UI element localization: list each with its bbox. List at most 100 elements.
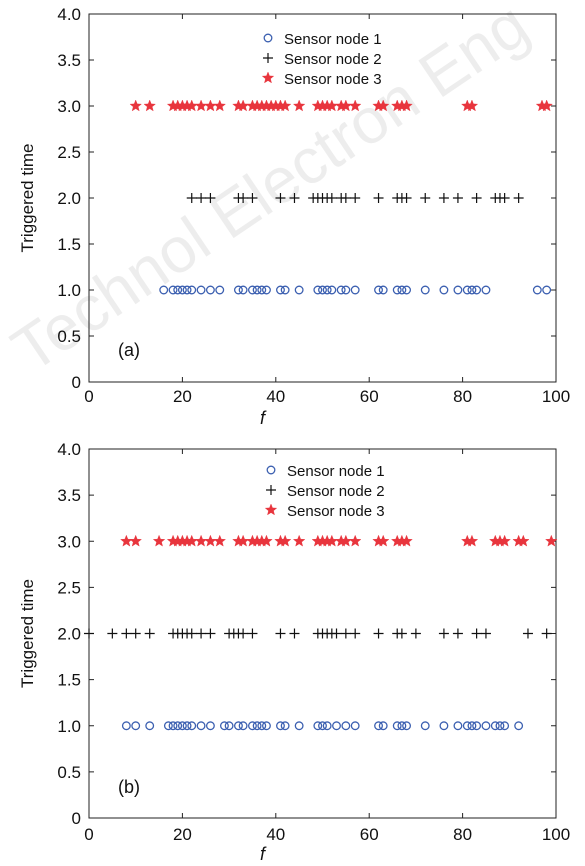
panel-b-legend-marker <box>266 485 276 495</box>
panel-b-plus-point <box>107 628 118 639</box>
panel-b-circle-point <box>378 721 388 731</box>
panel-a-circle-point <box>173 285 183 295</box>
panel-b-circle-point <box>131 721 141 731</box>
panel-b-circle-point <box>453 721 463 731</box>
panel-a-circle-point <box>159 285 169 295</box>
panel-b-plus-point <box>144 628 155 639</box>
panel-b-circle-point <box>500 721 510 731</box>
panel-b-y-tick-label: 2.5 <box>57 578 81 597</box>
panel-b-plus-point <box>480 628 491 639</box>
panel-a-star-point <box>400 99 413 112</box>
panel-a-circle-point <box>397 285 407 295</box>
panel-a-circle-point <box>402 285 412 295</box>
panel-b-x-tick-label: 100 <box>542 825 570 844</box>
panel-b-circle-point <box>294 721 304 731</box>
panel-b-circle-point <box>322 721 332 731</box>
panel-a-circle-point <box>196 285 206 295</box>
panel-a-label: (a) <box>118 340 140 360</box>
panel-b-circle-point <box>247 721 257 731</box>
panel-a-circle-point <box>182 285 192 295</box>
panel-b-star-point <box>129 534 142 547</box>
panel-a-circle-point <box>205 285 215 295</box>
panel-b-circle-point <box>219 721 229 731</box>
panel-a-y-tick-label: 0.5 <box>57 327 81 346</box>
panel-b-y-tick-label: 3.5 <box>57 486 81 505</box>
panel-a-circle-point <box>238 285 248 295</box>
panel-b-circle-point <box>392 721 402 731</box>
panel-b-plus-point <box>410 628 421 639</box>
panel-b-plus-point <box>238 628 249 639</box>
panel-a-circle-point <box>313 285 323 295</box>
panel-a-plus-point <box>275 193 286 203</box>
panel-b-plus-point <box>331 628 342 639</box>
panel-a-circle-point <box>318 285 327 295</box>
panel-a-plus-point <box>420 193 431 203</box>
panel-b-circle-point <box>145 721 155 731</box>
panel-a-plus-point <box>247 193 258 203</box>
panel-a-star-point <box>278 99 292 112</box>
panel-b-plus-point <box>340 628 351 639</box>
panel-b-circle-point <box>341 721 351 731</box>
panel-b-plus-point <box>196 628 207 639</box>
panel-b-legend-marker <box>264 503 278 516</box>
panel-a-circle-point <box>453 285 463 295</box>
panel-b-circle-point <box>276 721 285 731</box>
panel-b-star-point <box>194 534 208 547</box>
panel-a-x-tick-label: 40 <box>266 387 285 406</box>
panel-a-circle-point <box>467 285 477 295</box>
panel-a-circle-point <box>374 285 383 295</box>
panel-b-plus-point <box>121 628 132 639</box>
panel-b-circle-point <box>313 721 323 731</box>
panel-b-plus-point <box>130 628 141 639</box>
panel-b-plus-point <box>541 628 552 639</box>
panel-b-star-point <box>545 534 558 547</box>
panel-a-circle-point <box>392 285 402 295</box>
panel-b-legend-label: Sensor node 3 <box>287 503 385 520</box>
panel-a-plus-point <box>438 193 449 203</box>
panel-b-circle-point <box>182 721 192 731</box>
panel-a-circle-point <box>215 285 225 295</box>
panel-b-plus-point <box>289 628 300 639</box>
panel-a-plus-point <box>205 193 216 203</box>
panel-a-plus-point <box>350 193 361 203</box>
panel-a-circle-point <box>472 285 482 295</box>
panel-b-plus-point <box>522 628 533 639</box>
panel-b-legend-label: Sensor node 2 <box>287 483 385 500</box>
panel-b-x-tick-label: 40 <box>266 825 285 844</box>
panel-a-star-point <box>292 99 306 112</box>
panel-a-y-tick-label: 3.0 <box>57 97 81 116</box>
panel-b-star-point <box>260 534 273 547</box>
panel-a-circle-point <box>262 285 271 295</box>
panel-b-y-tick-label: 1.5 <box>57 671 81 690</box>
panel-a-circle-point <box>350 285 360 295</box>
panel-b-x-tick-label: 80 <box>453 825 472 844</box>
panel-a-circle-point <box>532 285 542 295</box>
panel-a-plus-point <box>452 193 463 203</box>
panel-a-y-tick-label: 3.5 <box>57 51 81 70</box>
panel-a-star-point <box>348 99 362 112</box>
panel-a-star-point <box>540 99 553 112</box>
panel-b-circle-point <box>205 721 215 731</box>
panel-b-star-point <box>120 534 133 547</box>
panel-b-star-point <box>465 534 479 547</box>
panel-b-circle-point <box>481 721 491 731</box>
panel-a-legend-marker <box>263 53 273 63</box>
panel-b-plus-point <box>275 628 286 639</box>
panel-a-x-tick-label: 20 <box>173 387 192 406</box>
panel-b-plus-point <box>373 628 384 639</box>
panel-a-circle-point <box>168 285 178 295</box>
panel-b-circle-point <box>397 721 407 731</box>
panel-b-label: (b) <box>118 777 140 797</box>
panel-a-circle-point <box>462 285 472 295</box>
panel-a-x-tick-label: 100 <box>542 387 570 406</box>
panel-b-plus-point <box>186 628 197 639</box>
panel-b-circle-point <box>238 721 248 731</box>
panel-a-x-axis-label: f <box>260 408 267 428</box>
panel-a-circle-point <box>336 285 346 295</box>
panel-a-circle-point <box>294 285 304 295</box>
panel-a-plus-point <box>326 193 337 203</box>
panel-b-circle-point <box>462 721 472 731</box>
panel-b-star-point <box>348 534 362 547</box>
panel-a-circle-point <box>187 285 197 295</box>
panel-a-plus-point <box>471 193 482 203</box>
